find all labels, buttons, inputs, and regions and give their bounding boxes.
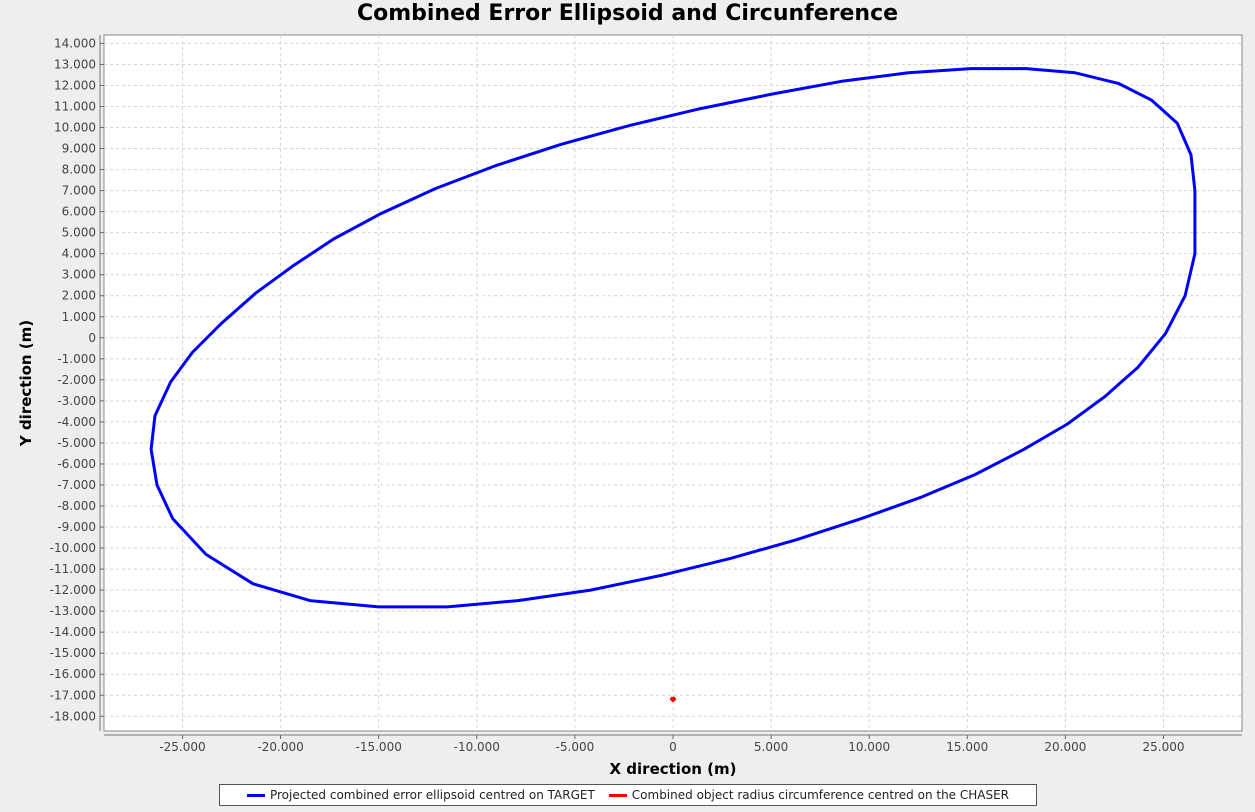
x-axis-label: X direction (m)	[610, 760, 737, 778]
x-tick-label: 20.000	[1044, 740, 1086, 754]
x-tick-label: -5.000	[556, 740, 595, 754]
y-tick-label: -1.000	[57, 352, 96, 366]
y-tick-label: 5.000	[62, 226, 96, 240]
series-line-circumference	[669, 696, 677, 703]
grid	[104, 35, 1242, 731]
legend-swatch-ellipsoid	[246, 793, 265, 797]
y-tick-label: -16.000	[50, 667, 96, 681]
y-tick-label: 6.000	[62, 205, 96, 219]
x-tick-label: -15.000	[356, 740, 402, 754]
y-tick-label: -8.000	[57, 499, 96, 513]
y-tick-label: -12.000	[50, 583, 96, 597]
x-tick-label: -25.000	[159, 740, 205, 754]
y-tick-label: -17.000	[50, 688, 96, 702]
y-tick-label: -11.000	[50, 562, 96, 576]
y-tick-label: 0	[88, 331, 96, 345]
y-tick-label: -7.000	[57, 478, 96, 492]
series-layer	[149, 67, 1197, 703]
y-tick-label: -10.000	[50, 541, 96, 555]
y-tick-label: 12.000	[54, 78, 96, 92]
x-tick-label: -20.000	[257, 740, 303, 754]
axes: 14.000 13.000 12.000 11.000 10.000 9.000 8.000…	[50, 35, 1242, 754]
y-tick-label: 7.000	[62, 184, 96, 198]
legend-label-circumference: Combined object radius circumference cen…	[631, 788, 1010, 802]
y-tick-label: 14.000	[54, 36, 96, 50]
x-tick-label: 10.000	[848, 740, 890, 754]
legend: Projected combined error ellipsoid centr…	[219, 784, 1037, 806]
y-tick-label: 4.000	[62, 247, 96, 261]
y-axis-label: Y direction (m)	[17, 320, 35, 447]
y-tick-label: 3.000	[62, 268, 96, 282]
y-tick-label: -18.000	[50, 709, 96, 723]
legend-label-ellipsoid: Projected combined error ellipsoid centr…	[269, 788, 595, 802]
y-tick-label: 11.000	[54, 99, 96, 113]
y-tick-label: 13.000	[54, 57, 96, 71]
x-tick-label: 0	[669, 740, 677, 754]
y-tick-label: 9.000	[62, 142, 96, 156]
x-tick-label: 25.000	[1143, 740, 1185, 754]
legend-item-circumference: Combined object radius circumference cen…	[608, 788, 1010, 802]
y-tick-label: 2.000	[62, 289, 96, 303]
y-tick-label: -13.000	[50, 604, 96, 618]
y-tick-label: -5.000	[57, 436, 96, 450]
x-tick-label: 15.000	[946, 740, 988, 754]
series-line-ellipsoid	[149, 67, 1197, 609]
y-tick-label: -6.000	[57, 457, 96, 471]
x-tick-label: 5.000	[754, 740, 788, 754]
y-tick-label: 1.000	[62, 310, 96, 324]
y-tick-label: -2.000	[57, 373, 96, 387]
y-tick-label: -9.000	[57, 520, 96, 534]
y-tick-label: -4.000	[57, 415, 96, 429]
y-tick-label: 8.000	[62, 163, 96, 177]
legend-swatch-circumference	[608, 793, 627, 797]
x-tick-label: -10.000	[454, 740, 500, 754]
legend-item-ellipsoid: Projected combined error ellipsoid centr…	[246, 788, 595, 802]
y-tick-label: 10.000	[54, 121, 96, 135]
chart-title: Combined Error Ellipsoid and Circunferen…	[356, 1, 899, 26]
y-tick-label: -3.000	[57, 394, 96, 408]
y-tick-label: -15.000	[50, 646, 96, 660]
y-tick-label: -14.000	[50, 625, 96, 639]
